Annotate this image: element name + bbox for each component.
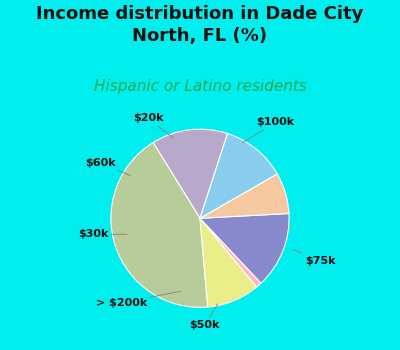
Text: $60k: $60k [85,158,130,175]
Wedge shape [200,214,289,283]
Wedge shape [200,174,289,218]
Wedge shape [200,218,257,307]
Text: > $200k: > $200k [96,291,180,308]
Text: $30k: $30k [78,229,127,239]
Text: Hispanic or Latino residents: Hispanic or Latino residents [94,79,306,94]
Text: Income distribution in Dade City
North, FL (%): Income distribution in Dade City North, … [36,5,364,46]
Text: $50k: $50k [189,304,220,330]
Wedge shape [200,218,261,287]
Wedge shape [153,129,228,218]
Wedge shape [111,142,208,307]
Text: $100k: $100k [243,117,295,142]
Wedge shape [200,134,277,218]
Text: $20k: $20k [133,113,173,138]
Text: $75k: $75k [294,250,336,266]
